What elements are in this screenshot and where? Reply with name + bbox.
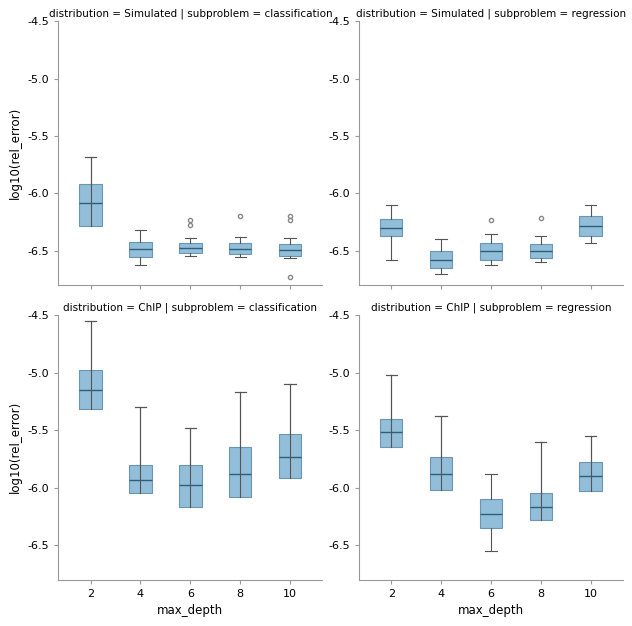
PathPatch shape — [130, 464, 152, 493]
Title: distribution = Simulated | subproblem = classification: distribution = Simulated | subproblem = … — [49, 9, 332, 19]
PathPatch shape — [279, 434, 301, 478]
PathPatch shape — [380, 419, 403, 448]
PathPatch shape — [130, 242, 152, 257]
PathPatch shape — [80, 371, 102, 409]
PathPatch shape — [580, 462, 602, 491]
PathPatch shape — [480, 499, 502, 528]
X-axis label: max_depth: max_depth — [157, 604, 224, 617]
PathPatch shape — [580, 217, 602, 236]
Y-axis label: log10(rel_error): log10(rel_error) — [9, 107, 22, 200]
PathPatch shape — [229, 448, 252, 497]
PathPatch shape — [229, 243, 252, 254]
PathPatch shape — [279, 244, 301, 255]
Y-axis label: log10(rel_error): log10(rel_error) — [9, 401, 22, 493]
Title: distribution = Simulated | subproblem = regression: distribution = Simulated | subproblem = … — [356, 9, 626, 19]
X-axis label: max_depth: max_depth — [458, 604, 524, 617]
PathPatch shape — [380, 218, 403, 236]
PathPatch shape — [530, 493, 552, 520]
Title: distribution = ChIP | subproblem = regression: distribution = ChIP | subproblem = regre… — [371, 303, 611, 314]
PathPatch shape — [530, 244, 552, 258]
PathPatch shape — [480, 243, 502, 260]
PathPatch shape — [179, 464, 202, 507]
PathPatch shape — [430, 456, 453, 490]
PathPatch shape — [430, 251, 453, 268]
PathPatch shape — [80, 184, 102, 226]
Title: distribution = ChIP | subproblem = classification: distribution = ChIP | subproblem = class… — [63, 303, 317, 314]
PathPatch shape — [179, 243, 202, 254]
